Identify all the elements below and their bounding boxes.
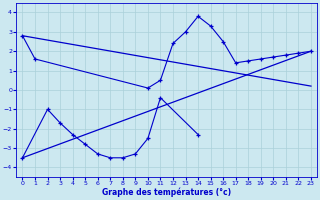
X-axis label: Graphe des températures (°c): Graphe des températures (°c) xyxy=(102,188,231,197)
